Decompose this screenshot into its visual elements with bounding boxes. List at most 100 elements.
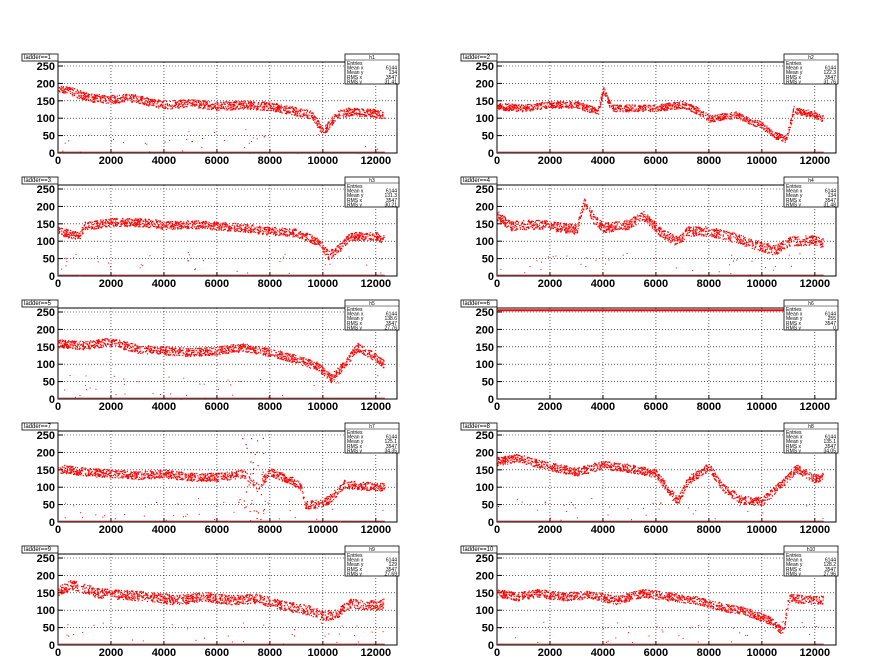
data-point (164, 225, 167, 227)
data-point (724, 114, 726, 116)
data-point (163, 226, 165, 228)
data-point (501, 105, 503, 107)
stray-point (365, 145, 367, 147)
data-point (347, 237, 349, 239)
data-point (229, 101, 231, 104)
data-point (711, 119, 714, 121)
data-point (93, 226, 95, 228)
data-point (685, 108, 687, 110)
data-point (526, 108, 528, 110)
data-point (750, 239, 752, 242)
data-point (372, 233, 374, 235)
data-point (66, 88, 69, 90)
data-point (380, 241, 382, 243)
data-point (322, 244, 324, 247)
data-point (130, 221, 132, 223)
data-point (285, 108, 287, 110)
data-point (346, 113, 348, 115)
data-point (204, 107, 206, 109)
data-point (182, 226, 185, 228)
data-point (111, 100, 114, 102)
data-point (267, 232, 269, 234)
data-point (350, 232, 352, 235)
data-point (786, 138, 788, 141)
y-tick-label: 50 (482, 131, 494, 143)
data-point (284, 230, 286, 232)
data-point (653, 107, 655, 110)
data-point (158, 100, 161, 102)
data-point (602, 92, 604, 94)
data-point (291, 110, 294, 112)
data-point (331, 256, 333, 258)
data-point (104, 225, 107, 228)
data-point (95, 95, 97, 97)
data-point (671, 236, 674, 239)
data-point (612, 230, 614, 232)
data-point (265, 226, 267, 229)
data-point (780, 135, 782, 137)
data-point (333, 251, 335, 254)
data-point (357, 112, 359, 115)
data-point (83, 95, 86, 97)
data-point (347, 239, 349, 241)
data-point (101, 96, 103, 98)
data-point (574, 232, 576, 234)
data-point (382, 237, 384, 239)
data-point (805, 235, 807, 237)
data-point (112, 221, 114, 223)
data-point (113, 97, 115, 99)
data-point (317, 126, 319, 128)
data-point (267, 229, 270, 231)
data-point (617, 106, 619, 108)
data-point (92, 101, 94, 103)
data-point (238, 108, 240, 110)
data-point (305, 112, 308, 114)
data-point (286, 229, 288, 231)
data-point (676, 102, 679, 104)
data-point (185, 223, 187, 225)
data-point (720, 118, 723, 120)
data-point (298, 233, 300, 235)
data-point (213, 103, 215, 106)
data-point (265, 105, 267, 108)
data-point (177, 222, 179, 224)
data-point (797, 236, 799, 238)
data-point (128, 217, 131, 220)
data-point (534, 103, 536, 106)
data-point (755, 121, 757, 124)
data-point (799, 110, 801, 113)
data-point (355, 236, 358, 238)
data-point (797, 112, 799, 114)
data-point (541, 101, 543, 104)
data-point (270, 109, 272, 112)
data-point (600, 96, 602, 98)
data-point (648, 104, 650, 106)
data-point (315, 122, 318, 124)
data-point (163, 107, 165, 109)
data-point (287, 111, 289, 114)
data-point (82, 92, 84, 94)
data-point (228, 229, 231, 231)
data-point (157, 225, 160, 227)
stray-point (144, 142, 146, 144)
data-point (607, 97, 609, 99)
data-point (314, 121, 316, 123)
data-point (693, 232, 695, 234)
stray-point (263, 136, 265, 138)
data-point (330, 252, 333, 255)
data-point (528, 106, 530, 108)
data-point (689, 227, 691, 229)
data-point (303, 234, 305, 236)
stats-value: 3547 (386, 75, 397, 81)
data-point (202, 102, 204, 105)
data-point (109, 226, 111, 228)
data-point (356, 107, 358, 110)
data-point (582, 104, 584, 106)
data-point (621, 107, 623, 110)
data-point (102, 221, 104, 223)
data-point (635, 109, 637, 111)
data-point (65, 235, 67, 237)
data-point (356, 115, 358, 117)
data-point (748, 119, 750, 121)
data-point (210, 105, 212, 107)
